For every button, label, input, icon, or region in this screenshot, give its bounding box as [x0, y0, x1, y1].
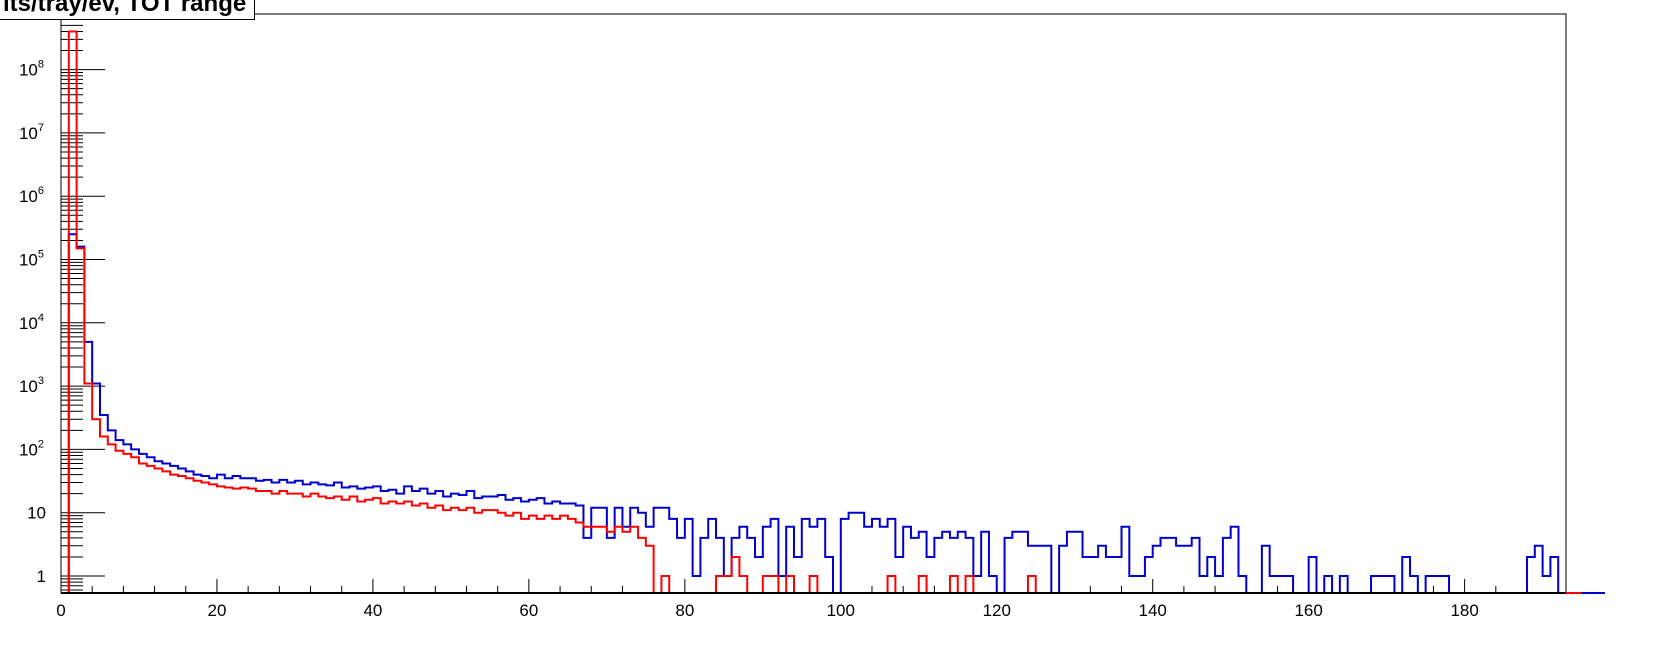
y-tick-label: 103: [19, 375, 44, 396]
y-tick-label: 107: [19, 122, 44, 143]
x-tick-label: 100: [827, 601, 855, 620]
y-axis-ticks: 1 10 102 103 104 105 106 107 108: [19, 24, 105, 591]
y-tick-label: 106: [19, 185, 44, 206]
series-blue-histogram: [67, 233, 1605, 594]
chart-title: its/tray/ev, TOT range: [3, 0, 247, 17]
x-tick-label: 40: [363, 601, 382, 620]
y-tick-label: 105: [19, 249, 44, 270]
chart-title-box: its/tray/ev, TOT range: [0, 0, 256, 20]
series-group: [67, 30, 1605, 594]
y-tick-label: 102: [19, 438, 44, 459]
series-red-histogram: [67, 30, 1582, 594]
plot-frame: [60, 13, 1567, 594]
y-tick-label: 10: [27, 504, 46, 523]
y-tick-label: 108: [19, 59, 44, 80]
x-tick-label: 140: [1139, 601, 1167, 620]
x-tick-label: 20: [207, 601, 226, 620]
y-tick-label: 1: [37, 567, 46, 586]
x-tick-label: 180: [1450, 601, 1478, 620]
y-tick-label: 104: [19, 312, 44, 333]
x-tick-label: 80: [675, 601, 694, 620]
x-axis-ticks: 0 20 40 60 80 100 120 140 160 180: [56, 579, 1559, 620]
x-tick-label: 0: [56, 601, 65, 620]
x-tick-label: 120: [983, 601, 1011, 620]
x-tick-label: 160: [1294, 601, 1322, 620]
x-tick-label: 60: [519, 601, 538, 620]
